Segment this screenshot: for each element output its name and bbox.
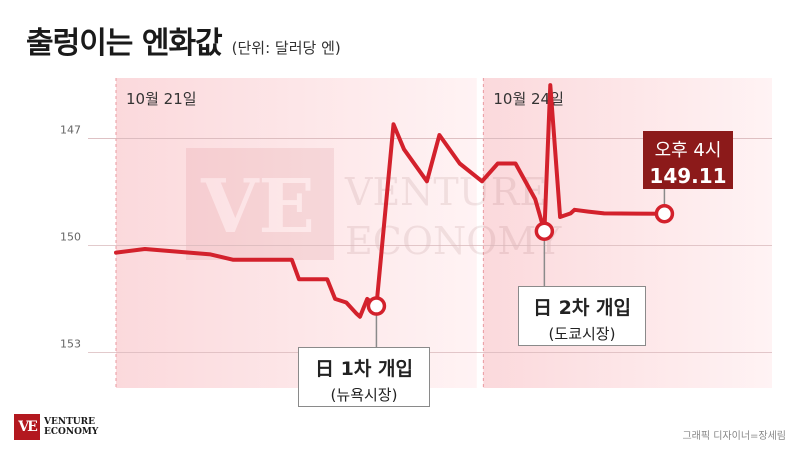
chart-title: 출렁이는 엔화값 (26, 26, 223, 61)
close-value-box: 오후 4시 149.11 (643, 131, 733, 189)
period-label-2: 10월 24일 (493, 90, 564, 108)
intervention-1-label: 日 1차 개입 (315, 358, 413, 380)
marker-point-3 (654, 204, 675, 224)
close-time-label: 오후 4시 (654, 140, 722, 161)
brand-logo: VE VENTURE ECONOMY (14, 414, 98, 440)
chart-header: 출렁이는 엔화값 (단위: 달러당 엔) (26, 18, 341, 62)
graphic-credit: 그래픽 디자이너=장세림 (682, 431, 786, 442)
intervention-2-callout: 日 2차 개입 (도쿄시장) (518, 286, 646, 346)
period-label-1: 10월 21일 (126, 90, 197, 108)
logo-text: VENTURE ECONOMY (44, 417, 98, 437)
y-tick-label-150: 150 (60, 230, 81, 243)
watermark-mark-box (186, 148, 334, 260)
close-value: 149.11 (649, 164, 727, 188)
intervention-2-label: 日 2차 개입 (533, 297, 631, 319)
logo-mark-icon: VE (14, 414, 40, 440)
logo-line2: ECONOMY (44, 427, 99, 437)
shaded-period-1 (116, 78, 477, 388)
chart-unit: (단위: 달러당 엔) (231, 39, 341, 57)
watermark-line1: VENTURE (344, 170, 547, 214)
intervention-1-callout: 日 1차 개입 (뉴욕시장) (298, 347, 430, 407)
y-tick-label-153: 153 (60, 337, 81, 350)
watermark-mark: VE (200, 164, 315, 250)
marker-point-2 (534, 221, 555, 241)
marker-point-1 (366, 296, 387, 316)
logo-line1: VENTURE (44, 417, 95, 427)
watermark-line2: ECONOMY (345, 219, 562, 263)
intervention-2-sublabel: (도쿄시장) (548, 325, 616, 343)
y-tick-label-147: 147 (60, 124, 81, 137)
series-line-1 (114, 83, 667, 319)
intervention-1-sublabel: (뉴욕시장) (330, 386, 398, 404)
